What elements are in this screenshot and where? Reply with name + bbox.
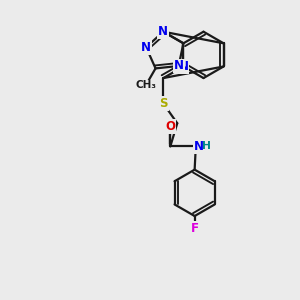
Text: N: N (178, 60, 188, 73)
Text: N: N (194, 140, 204, 153)
Text: O: O (165, 120, 175, 133)
Text: S: S (159, 97, 168, 110)
Text: F: F (190, 222, 199, 235)
Text: N: N (158, 25, 168, 38)
Text: H: H (202, 142, 211, 152)
Text: N: N (174, 59, 184, 73)
Text: N: N (141, 41, 151, 54)
Text: CH₃: CH₃ (135, 80, 156, 91)
